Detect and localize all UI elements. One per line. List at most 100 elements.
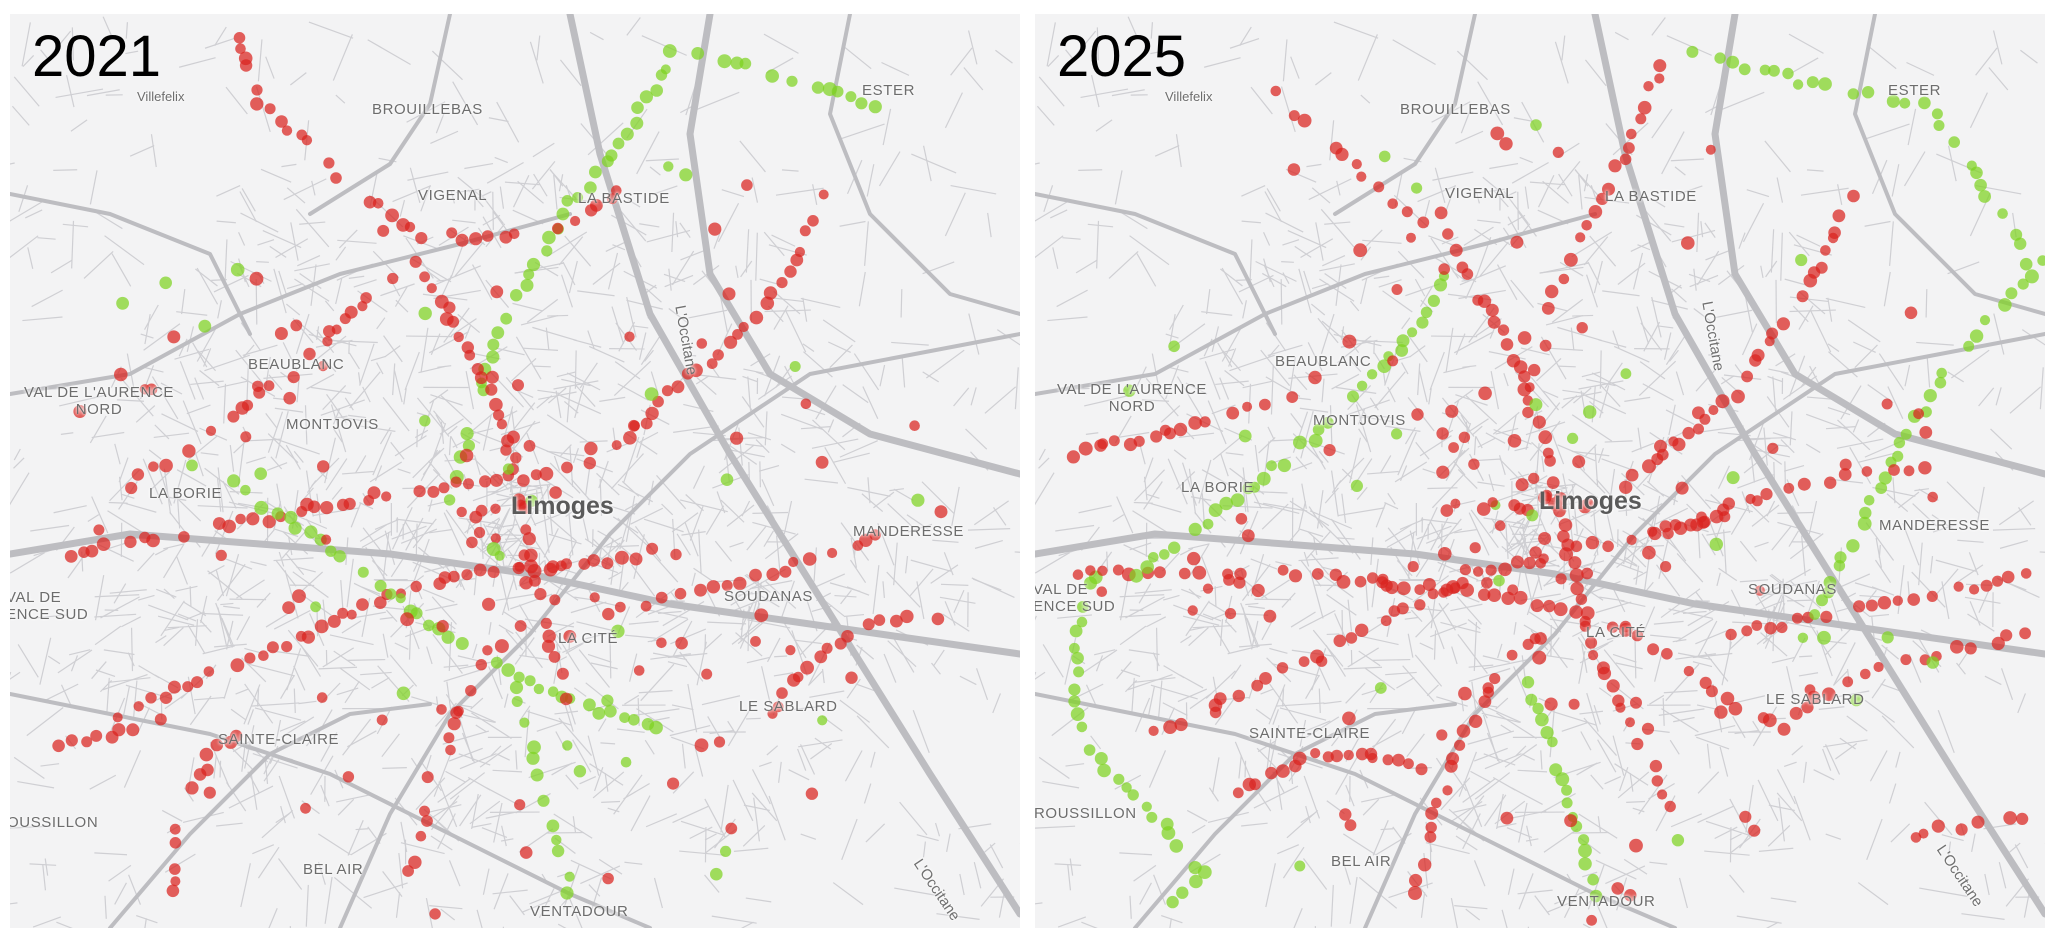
green-point [1378,150,1391,163]
red-point [766,567,780,582]
place-label-manderesse: MANDERESSE [1879,517,1991,534]
red-point [541,639,556,653]
map-panel-2025[interactable]: 2025 Villefelix BROUILLEBAS ESTER VIGENA… [1035,14,2045,928]
green-point [198,319,212,333]
red-point [1801,701,1814,714]
green-point [374,579,387,592]
place-label-val-sud: VAL DE ENCE SUD [10,589,89,623]
map-canvas[interactable] [10,14,1020,928]
red-point [1619,620,1632,633]
green-point [520,278,534,292]
green-point [663,161,674,172]
green-point [1427,294,1440,307]
green-point [720,845,732,858]
green-point [1535,712,1549,727]
red-point [453,705,464,717]
red-point [523,440,536,452]
red-point [1548,497,1562,511]
green-point [1863,495,1875,506]
red-point [1708,405,1719,416]
green-point [1168,541,1181,554]
red-point [706,580,721,594]
red-point [1315,655,1328,667]
red-point [1564,252,1578,267]
red-point [281,125,293,136]
green-point [1129,568,1144,583]
red-point [694,738,709,753]
red-point [178,531,190,543]
place-label-la-borie: LA BORIE [1181,479,1255,496]
place-label-roussillon: OUSSILLON [10,814,99,831]
green-point [720,473,734,487]
major-road [1363,332,2045,928]
red-point [52,739,65,753]
red-point [749,310,764,325]
red-point [1333,634,1347,648]
red-point [623,431,637,445]
red-point [1335,147,1349,161]
red-point [548,651,561,663]
red-point [730,431,744,445]
red-point [602,607,615,621]
red-point [1507,584,1519,596]
red-point [316,692,328,703]
red-point [1545,284,1559,299]
red-point [1442,785,1453,796]
red-point [1641,722,1655,735]
red-point [169,863,181,875]
green-point [1071,651,1084,665]
green-point [1759,64,1771,76]
red-point [240,431,252,443]
red-point [1339,808,1352,821]
red-point [1494,520,1506,531]
green-point [1934,376,1947,389]
green-point [1847,88,1859,100]
red-point [1715,394,1730,409]
red-point [1343,749,1354,761]
red-point [1789,706,1803,720]
green-point [612,137,625,150]
red-point [1445,404,1459,418]
red-point [1223,574,1235,586]
red-point [337,607,349,619]
green-point [592,707,606,720]
green-point [1878,471,1892,485]
red-point [1414,599,1426,611]
place-label-sainte-claire: SAINTE-CLAIRE [218,731,340,748]
green-point [911,493,925,507]
green-point [395,593,406,604]
major-road [308,14,452,216]
year-label: 2025 [1057,24,1187,89]
red-point [1249,778,1261,791]
green-point [1407,327,1418,338]
red-point [1693,423,1704,435]
red-point [356,598,369,611]
red-point [645,406,659,421]
red-point [2001,570,2015,584]
red-point [426,283,437,294]
green-point [1493,574,1505,587]
red-point [1468,458,1480,470]
red-point [1820,610,1833,624]
red-point [404,221,416,233]
red-point [1575,232,1586,243]
red-point [784,265,797,278]
green-point [1293,435,1307,450]
map-canvas[interactable] [1035,14,2045,928]
green-point [2019,257,2033,271]
green-point [1113,773,1125,785]
red-point [1626,128,1637,140]
red-point [191,676,204,689]
red-point [461,569,473,581]
green-point [1816,594,1828,607]
red-point [539,466,554,481]
green-point [620,756,632,768]
red-point [1406,232,1416,243]
red-point [1682,426,1695,440]
red-point [1892,595,1903,606]
place-label-villefelix: Villefelix [137,89,185,104]
red-point [400,612,414,627]
red-point [485,383,498,396]
red-point [409,255,422,268]
map-panel-2021[interactable]: 2021 Villefelix BROUILLEBAS ESTER VIGENA… [10,14,1020,928]
